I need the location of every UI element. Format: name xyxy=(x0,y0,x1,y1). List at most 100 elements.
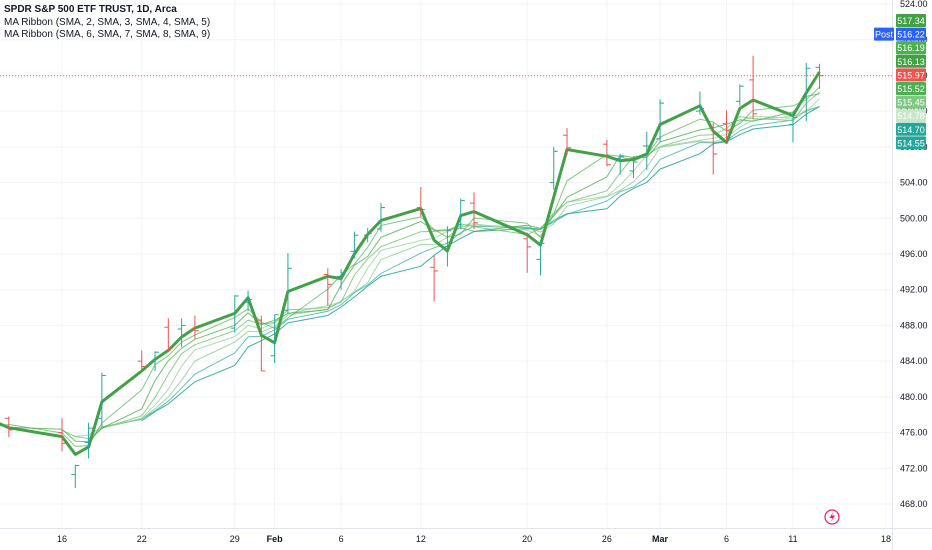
price-tag-box xyxy=(896,95,926,109)
ohlc-bars xyxy=(4,55,824,488)
price-tick-label: 472.00 xyxy=(900,463,928,473)
ohlc-bar xyxy=(151,351,160,371)
price-tag-value: 517.34 xyxy=(897,16,925,26)
ohlc-bar xyxy=(563,128,572,155)
price-tag-value: 516.13 xyxy=(897,57,925,67)
price-tag: 515.45 xyxy=(896,95,926,109)
symbol-title[interactable]: SPDR S&P 500 ETF TRUST, 1D, Arca xyxy=(4,4,177,15)
ohlc-bar xyxy=(190,315,199,339)
ohlc-bar xyxy=(602,139,611,167)
time-tick-label: 20 xyxy=(522,534,532,544)
ohlc-bar xyxy=(283,253,292,314)
price-tag-value: 516.22 xyxy=(897,30,925,40)
time-tick-label: 6 xyxy=(339,534,344,544)
price-tick-label: 488.00 xyxy=(900,320,928,330)
time-tick-label: 11 xyxy=(788,534,797,544)
price-tick-label: 480.00 xyxy=(900,392,928,402)
time-tick-label: 26 xyxy=(602,534,612,544)
price-tag-box xyxy=(896,122,926,136)
price-tag-box xyxy=(896,109,926,123)
sma-2-line xyxy=(0,71,821,456)
time-tick-label: 18 xyxy=(881,534,891,544)
price-tag-value: 514.78 xyxy=(897,111,925,121)
ohlc-bar xyxy=(164,318,173,353)
ohlc-bar xyxy=(642,131,651,171)
ohlc-bar xyxy=(523,232,532,273)
price-tag-box xyxy=(896,27,926,41)
price-tick-label: 484.00 xyxy=(900,356,928,366)
price-tag: 517.34 xyxy=(896,14,926,27)
ohlc-bar xyxy=(337,269,346,290)
ohlc-bar xyxy=(430,255,439,302)
ohlc-bar xyxy=(536,241,545,276)
indicator-ma-ribbon-2[interactable]: MA Ribbon (SMA, 6, SMA, 7, SMA, 8, SMA, … xyxy=(4,29,211,40)
price-tag-box xyxy=(896,14,926,27)
ohlc-bar xyxy=(363,228,372,243)
ohlc-bar xyxy=(709,122,718,175)
time-tick-label: 16 xyxy=(57,534,67,544)
price-tag-value: 515.45 xyxy=(897,98,925,108)
ohlc-bar xyxy=(323,268,332,306)
ohlc-bar xyxy=(629,156,638,179)
time-axis[interactable]: 16 22 29 Feb 6 12 20 26 Mar 6 11 18 xyxy=(57,534,891,544)
price-tick-label: 496.00 xyxy=(900,249,928,259)
ohlc-bar xyxy=(376,203,385,232)
price-tag-value: 514.55 xyxy=(897,138,925,148)
price-tag: 516.13 xyxy=(896,54,926,68)
time-tick-label: 29 xyxy=(230,534,240,544)
price-tag: 515.97 xyxy=(896,68,926,82)
chart-legend: SPDR S&P 500 ETF TRUST, 1D, Arca MA Ribb… xyxy=(4,4,210,42)
time-tick-label: Mar xyxy=(652,534,669,544)
ohlc-bar xyxy=(97,372,106,429)
lightning-icon-bolt xyxy=(829,511,835,523)
price-tag-value: 515.97 xyxy=(897,70,925,80)
time-tick-label: Feb xyxy=(267,534,284,544)
ohlc-bar xyxy=(656,99,665,142)
price-tag: 514.55 xyxy=(896,136,926,150)
ohlc-bar xyxy=(749,55,758,120)
price-tag-value: 516.19 xyxy=(897,43,925,53)
price-tag: 514.70 xyxy=(896,122,926,136)
price-tag-box xyxy=(896,68,926,82)
price-tag-box xyxy=(896,41,926,55)
ohlc-bar xyxy=(244,290,253,312)
price-tick-label: 476.00 xyxy=(900,428,928,438)
sma-5-line xyxy=(61,91,820,439)
price-tag-box xyxy=(896,82,926,95)
ohlc-bar xyxy=(270,314,279,363)
price-tag-value: 515.52 xyxy=(897,84,925,94)
price-tag: 514.78 xyxy=(896,109,926,123)
time-tick-label: 6 xyxy=(724,534,729,544)
price-tag: 515.52 xyxy=(896,82,926,95)
ohlc-bar xyxy=(456,198,465,229)
ohlc-bar xyxy=(58,418,66,452)
price-tick-label: 468.00 xyxy=(900,499,928,509)
ohlc-bar xyxy=(137,350,146,372)
ohlc-bar xyxy=(735,84,744,106)
price-tag: 516.19 xyxy=(896,41,926,55)
ohlc-bar xyxy=(549,146,558,190)
ohlc-bar xyxy=(788,112,797,143)
ohlc-bar xyxy=(443,226,452,267)
indicator-ma-ribbon-1[interactable]: MA Ribbon (SMA, 2, SMA, 3, SMA, 4, SMA, … xyxy=(4,16,211,28)
ohlc-bar xyxy=(84,422,93,459)
ohlc-bar xyxy=(230,295,239,333)
price-tick-label: 500.00 xyxy=(900,213,928,223)
lightning-icon[interactable] xyxy=(824,509,840,525)
price-tag-box xyxy=(896,136,926,150)
price-tag-value: 514.70 xyxy=(897,125,925,135)
ohlc-bar xyxy=(350,231,359,259)
time-tick-label: 12 xyxy=(416,534,426,544)
price-tick-label: 492.00 xyxy=(900,285,928,295)
grid xyxy=(0,0,892,528)
ohlc-bar xyxy=(695,91,704,115)
time-tick-label: 22 xyxy=(137,534,147,544)
ohlc-bar xyxy=(4,416,13,438)
price-tick-label: 524.00 xyxy=(900,0,928,9)
sma-6-line xyxy=(75,98,820,437)
price-tick-label: 504.00 xyxy=(900,178,928,188)
ohlc-bar xyxy=(722,110,731,142)
